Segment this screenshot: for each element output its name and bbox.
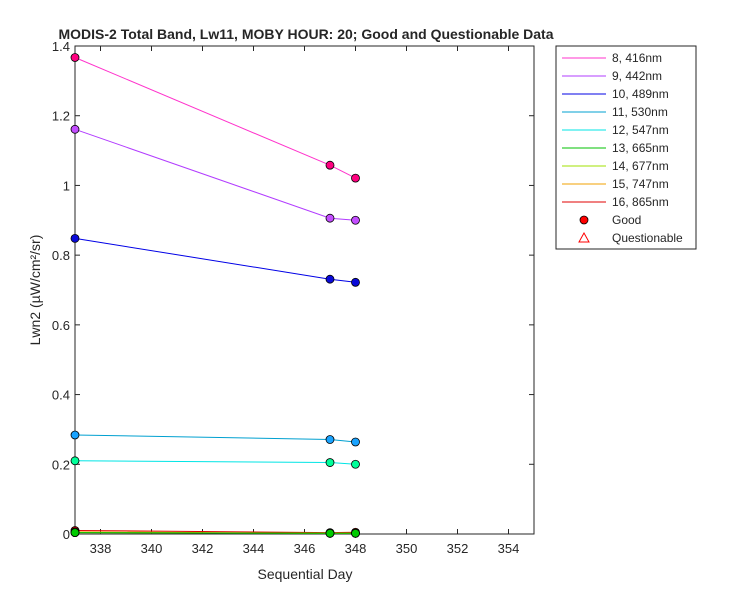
legend-questionable-marker <box>578 231 590 243</box>
y-tick-label: 0.2 <box>52 457 70 472</box>
legend-label: 15, 747nm <box>612 177 669 191</box>
legend-label: 12, 547nm <box>612 123 669 137</box>
x-tick-label: 346 <box>294 541 316 556</box>
legend-label: 14, 677nm <box>612 159 669 173</box>
x-tick-label: 342 <box>192 541 214 556</box>
data-point <box>70 234 80 243</box>
data-point <box>70 528 80 538</box>
data-point <box>351 215 360 225</box>
y-tick-label: 0 <box>63 527 70 542</box>
x-axis: 338 340 342 344 346 348 350 352 354 <box>90 46 520 556</box>
legend-label: 11, 530nm <box>612 105 668 119</box>
series-layer <box>70 53 360 538</box>
data-point <box>351 173 360 183</box>
x-tick-label: 344 <box>243 541 265 556</box>
chart-title: MODIS-2 Total Band, Lw11, MOBY HOUR: 20;… <box>59 26 554 42</box>
legend-label: 16, 865nm <box>612 195 669 209</box>
data-point <box>325 458 335 467</box>
y-axis-label: Lwn2 (µW/cm²/sr) <box>27 235 43 346</box>
legend-good-marker <box>579 215 589 225</box>
x-tick-label: 354 <box>498 541 520 556</box>
y-tick-label: 0.8 <box>52 248 70 263</box>
plot-area <box>74 45 535 535</box>
x-axis-label: Sequential Day <box>258 566 353 582</box>
legend-label: 9, 442nm <box>612 69 662 83</box>
x-tick-label: 348 <box>345 541 367 556</box>
data-point <box>70 456 80 466</box>
x-tick-label: 350 <box>396 541 418 556</box>
x-tick-label: 338 <box>90 541 112 556</box>
data-point <box>351 277 360 287</box>
data-point <box>70 53 80 62</box>
x-tick-label: 340 <box>141 541 163 556</box>
legend-label: 13, 665nm <box>612 141 669 155</box>
y-tick-label: 0.4 <box>52 388 70 403</box>
x-tick-label: 352 <box>447 541 469 556</box>
data-point <box>325 274 335 284</box>
data-point <box>325 528 335 538</box>
y-tick-label: 1.4 <box>52 39 70 54</box>
legend-label: Questionable <box>612 231 683 245</box>
data-point <box>325 213 335 223</box>
data-point <box>70 124 80 134</box>
y-axis: 0 0.2 0.4 0.6 0.8 1 1.2 1.4 <box>52 39 534 542</box>
legend: 8, 416nm 9, 442nm 10, 489nm 11, 530nm 12, 54… <box>555 45 697 250</box>
y-tick-label: 1 <box>63 178 70 193</box>
data-point <box>70 430 80 440</box>
y-tick-label: 0.6 <box>52 318 70 333</box>
data-point <box>351 437 360 447</box>
data-point <box>325 160 335 170</box>
legend-label: Good <box>612 213 641 227</box>
data-point <box>325 435 335 444</box>
data-point <box>351 459 360 469</box>
data-point <box>351 528 360 538</box>
legend-label: 8, 416nm <box>612 51 662 65</box>
y-tick-label: 1.2 <box>52 109 70 124</box>
legend-label: 10, 489nm <box>612 87 669 101</box>
